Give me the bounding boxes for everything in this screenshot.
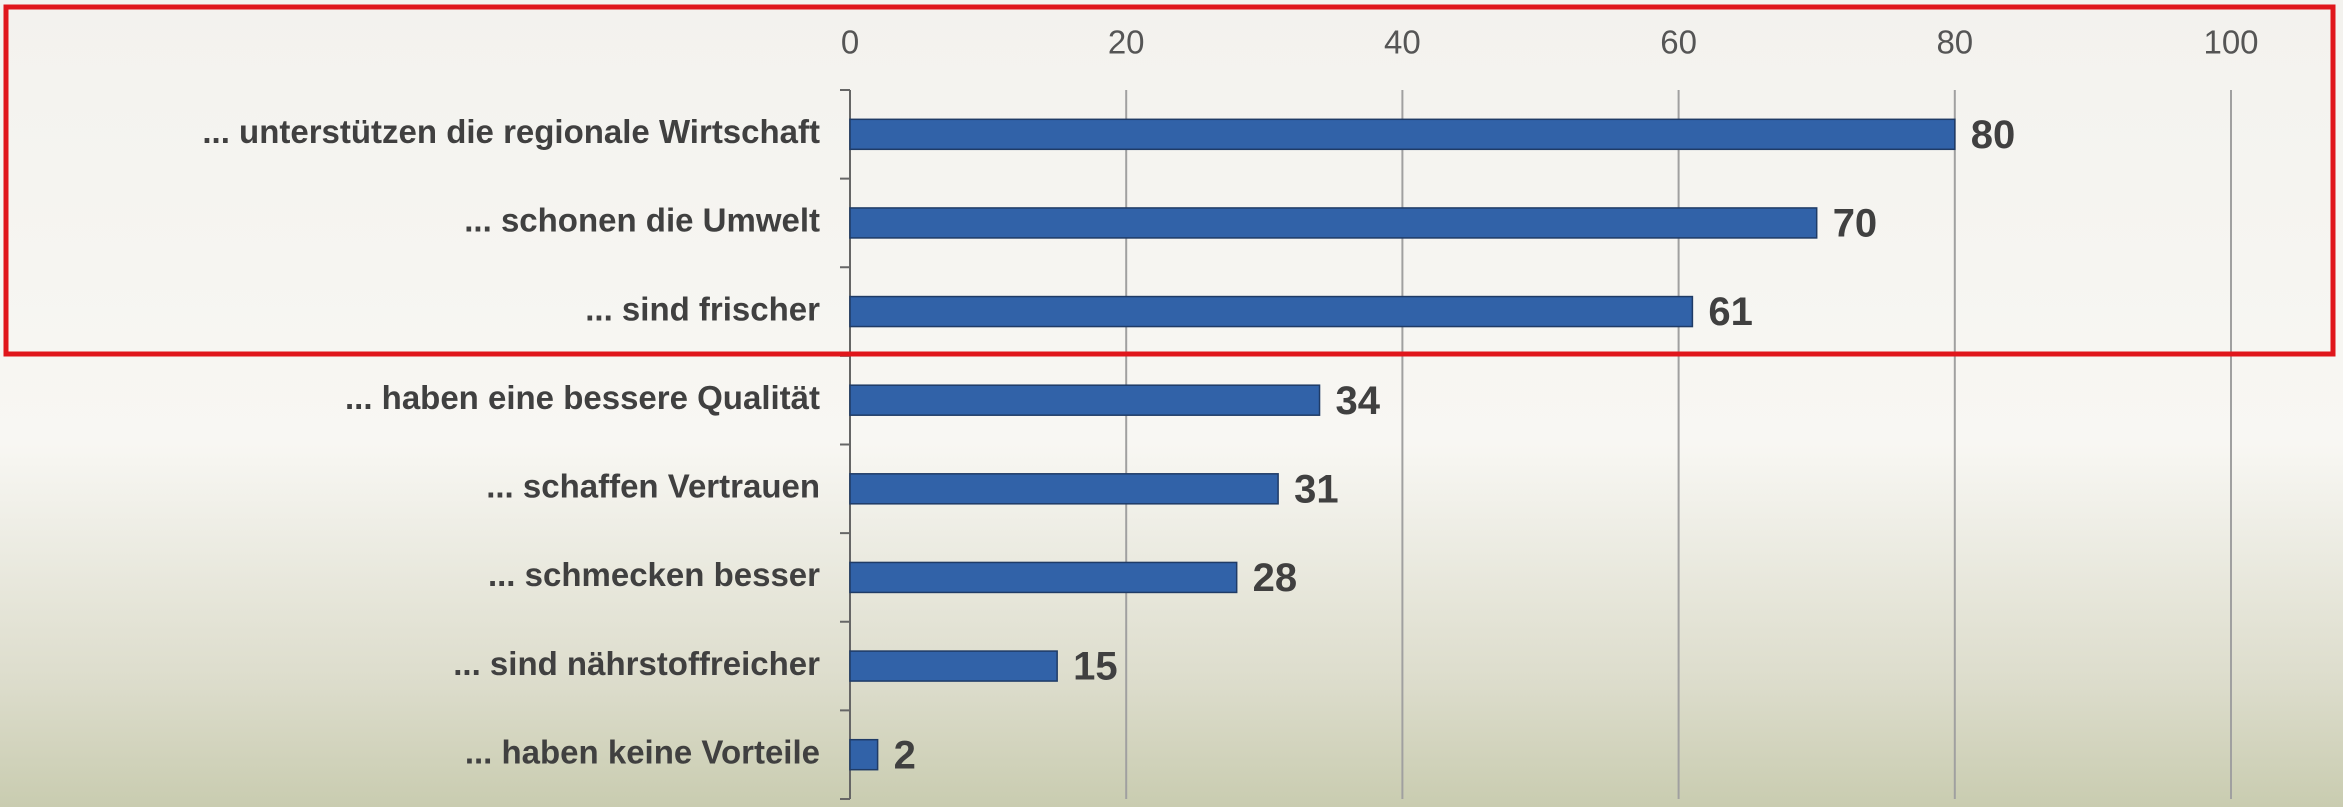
category-label: ... haben eine bessere Qualität: [345, 379, 820, 416]
bar: [850, 474, 1278, 504]
category-label: ... unterstützen die regionale Wirtschaf…: [202, 113, 820, 150]
x-tick-label: 0: [841, 24, 859, 61]
x-tick-label: 60: [1660, 24, 1697, 61]
x-tick-label: 100: [2203, 24, 2258, 61]
category-label: ... sind nährstoffreicher: [453, 645, 820, 682]
category-label: ... haben keine Vorteile: [465, 733, 820, 770]
value-label: 2: [894, 733, 916, 777]
category-label: ... schonen die Umwelt: [464, 202, 820, 239]
category-label: ... sind frischer: [585, 290, 820, 327]
value-label: 31: [1294, 467, 1339, 511]
bar: [850, 562, 1237, 592]
bar: [850, 740, 878, 770]
value-label: 61: [1708, 290, 1753, 334]
value-label: 80: [1971, 113, 2016, 157]
category-label: ... schmecken besser: [488, 556, 820, 593]
value-label: 15: [1073, 645, 1118, 689]
category-label: ... schaffen Vertrauen: [486, 468, 820, 505]
page: 0 20 40 60 80 100 ... unterstützen die regiona…: [0, 0, 2343, 807]
x-tick-label: 40: [1384, 24, 1421, 61]
bar: [850, 385, 1320, 415]
value-label: 70: [1833, 202, 1878, 246]
bar: [850, 651, 1057, 681]
x-tick-label: 80: [1936, 24, 1973, 61]
value-label: 34: [1336, 379, 1381, 423]
bar: [850, 297, 1692, 327]
bar: [850, 119, 1955, 149]
x-tick-label: 20: [1108, 24, 1145, 61]
bar: [850, 208, 1817, 238]
value-label: 28: [1253, 556, 1298, 600]
chart: 0 20 40 60 80 100 ... unterstützen die regiona…: [0, 0, 2343, 807]
